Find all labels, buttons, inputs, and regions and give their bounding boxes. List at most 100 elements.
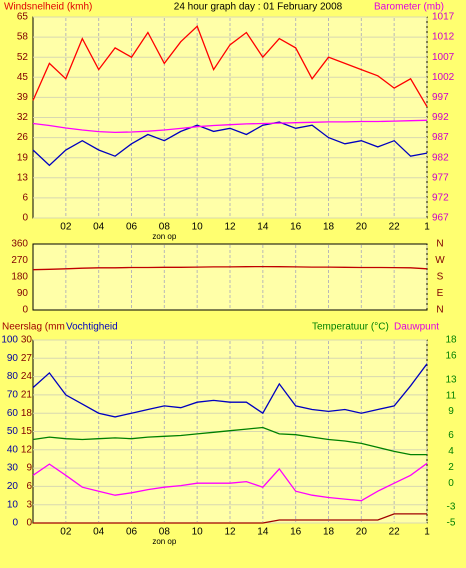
y2-tick-label: 987 [432,132,449,143]
y-tick-label: 39 [17,92,29,103]
y2-tick-label: 4 [448,446,454,457]
x-tick-label: 18 [323,527,335,538]
annotation: zon op [152,232,177,241]
y-tick-label: 0 [22,305,28,316]
y3-tick-label: 30 [21,335,33,346]
y3-tick-label: 3 [26,499,32,510]
y3-tick-label: 12 [21,444,33,455]
y2-tick-label: 1017 [432,12,455,23]
y-tick-label: 20 [7,481,19,492]
x-tick-label: 16 [290,527,302,538]
y-tick-label: 40 [7,444,19,455]
x-tick-label: 22 [389,222,401,233]
y3-tick-label: 21 [21,390,33,401]
axis-title: Dauwpunt [394,322,439,333]
y2-tick-label: -5 [447,518,456,529]
y-tick-label: 80 [7,371,19,382]
x-tick-label: 12 [224,222,236,233]
y-tick-label: 360 [11,239,28,250]
series-line [32,426,427,456]
y2-tick-label: 967 [432,213,449,224]
x-tick-label: 04 [93,222,105,233]
y-tick-label: 70 [7,390,19,401]
y2-tick-label: 1007 [432,52,455,63]
series-line [32,265,428,271]
y2-tick-label: 992 [432,112,449,123]
x-tick-label: 06 [126,527,138,538]
y-tick-label: 13 [17,172,29,183]
y3-tick-label: 0 [26,518,32,529]
x-tick-label: 12 [224,527,236,538]
y-tick-label: 10 [7,499,19,510]
axis-title: Barometer (mb) [374,2,444,13]
axis-title: Vochtigheid [66,322,118,333]
x-tick-label: 02 [60,527,72,538]
y2-tick-label: 18 [445,335,457,346]
y-tick-label: 6 [22,193,28,204]
x-tick-label: 16 [290,222,302,233]
series-line [33,513,427,524]
series-line [32,119,428,134]
x-tick-label: 20 [356,527,368,538]
y-tick-label: 270 [11,255,28,266]
y-tick-label: 60 [7,408,19,419]
x-tick-label: 20 [356,222,368,233]
y2-tick-label: 997 [432,92,449,103]
series-line [32,121,428,167]
y-tick-label: 26 [17,132,29,143]
y-tick-label: 90 [17,288,29,299]
x-tick-label: 08 [159,222,171,233]
y-tick-label: 180 [11,272,28,283]
axis-title: 24 hour graph day : 01 February 2008 [174,2,343,13]
y3-tick-label: 9 [26,463,32,474]
x-tick-label: 04 [93,527,105,538]
y-tick-label: 100 [1,335,18,346]
y2-tick-label: N [436,239,443,250]
axis-title: Temperatuur (°C) [312,322,389,333]
y2-tick-label: W [435,255,445,266]
x-tick-label: 1 [424,222,430,233]
y2-tick-label: 2 [448,462,454,473]
x-tick-label: 14 [257,527,269,538]
y2-tick-label: N [436,305,443,316]
y3-tick-label: 24 [21,371,33,382]
annotation: zon op [152,537,177,546]
y2-tick-label: 977 [432,172,449,183]
x-tick-label: 22 [389,527,401,538]
y-tick-label: 90 [7,353,19,364]
axis-title: Windsnelheid (kmh) [4,2,92,13]
x-tick-label: 10 [192,527,204,538]
y2-tick-label: 16 [445,351,457,362]
x-tick-label: 06 [126,222,138,233]
y2-tick-label: -3 [447,502,456,513]
y2-tick-label: 13 [445,374,457,385]
y-tick-label: 45 [17,72,29,83]
y-tick-label: 30 [7,463,19,474]
x-tick-label: 08 [159,527,171,538]
y2-tick-label: S [437,272,444,283]
y3-tick-label: 15 [21,426,33,437]
y2-tick-label: 0 [448,478,454,489]
y2-tick-label: 9 [448,406,454,417]
x-tick-label: 10 [192,222,204,233]
y2-tick-label: 1002 [432,72,455,83]
axis-title: Neerslag (mm [2,322,65,333]
y2-tick-label: 11 [446,390,457,401]
x-tick-label: 1 [424,527,430,538]
y-tick-label: 19 [17,152,29,163]
series-line [32,363,428,418]
y-tick-label: 58 [17,32,29,43]
y-tick-label: 32 [17,112,29,123]
y3-tick-label: 18 [21,408,33,419]
y2-tick-label: 1012 [432,32,455,43]
y2-tick-label: 972 [432,193,449,204]
y-tick-label: 65 [17,12,29,23]
y2-tick-label: 982 [432,152,449,163]
y3-tick-label: 27 [21,353,33,364]
x-tick-label: 02 [60,222,72,233]
y2-tick-label: 6 [448,430,454,441]
y-tick-label: 50 [7,426,19,437]
series-line [32,462,428,502]
